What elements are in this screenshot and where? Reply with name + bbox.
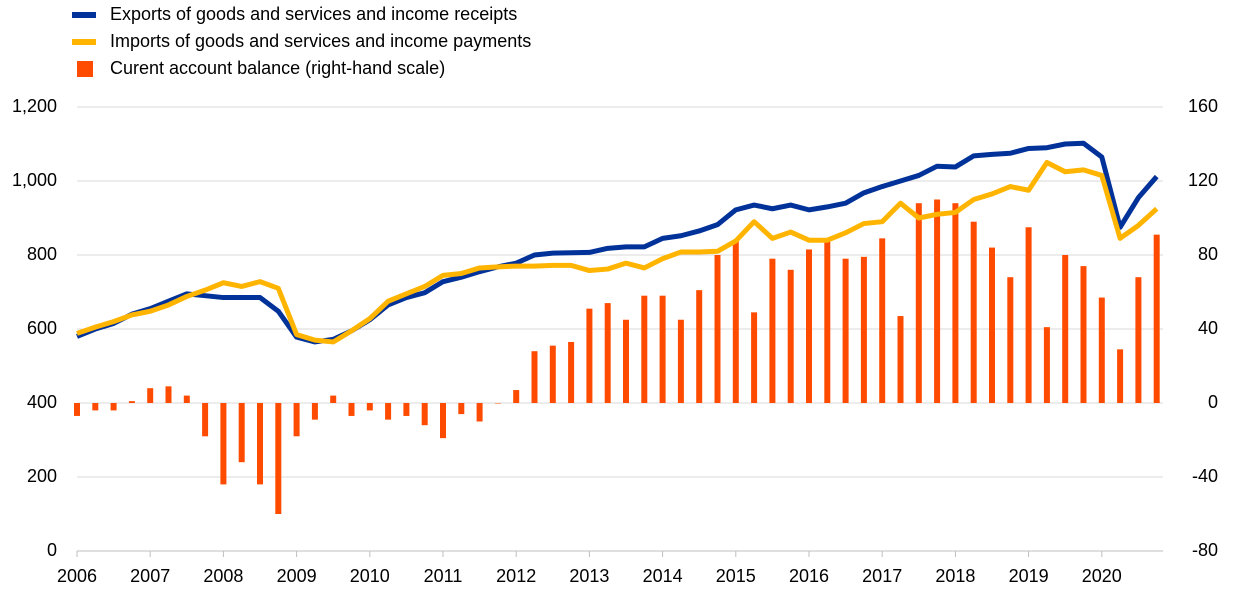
x-tick-label: 2007 bbox=[130, 566, 170, 586]
x-tick-label: 2015 bbox=[716, 566, 756, 586]
bar bbox=[934, 199, 941, 403]
y-tick-label: 0 bbox=[47, 540, 57, 560]
bar bbox=[275, 403, 282, 514]
bar bbox=[989, 247, 995, 403]
y-tick-label: 200 bbox=[27, 466, 57, 486]
bar bbox=[586, 308, 593, 403]
bar bbox=[476, 403, 483, 422]
bar bbox=[421, 403, 428, 426]
bar bbox=[732, 240, 739, 403]
x-tick-label: 2014 bbox=[643, 566, 683, 586]
legend-swatch bbox=[77, 61, 93, 77]
bar bbox=[915, 203, 922, 403]
x-tick-label: 2020 bbox=[1082, 566, 1122, 586]
x-tick-label: 2011 bbox=[424, 566, 463, 586]
bar bbox=[641, 295, 648, 403]
x-tick-label: 2017 bbox=[862, 566, 902, 586]
legend-label: Imports of goods and services and income… bbox=[110, 31, 531, 51]
line bbox=[76, 160, 1159, 345]
bar bbox=[1080, 266, 1087, 403]
bar bbox=[623, 319, 629, 403]
y2-tick-label: 0 bbox=[1208, 392, 1218, 412]
bar bbox=[1117, 349, 1124, 403]
y-tick-label: 400 bbox=[27, 392, 57, 412]
bar bbox=[970, 221, 977, 403]
bar bbox=[165, 386, 172, 403]
x-tick-label: 2012 bbox=[496, 566, 536, 586]
y-tick-label: 800 bbox=[27, 244, 57, 264]
y-tick-label: 1,000 bbox=[12, 170, 57, 190]
bar bbox=[842, 258, 849, 403]
bar bbox=[824, 240, 831, 403]
y-tick-label: 600 bbox=[27, 318, 57, 338]
bar bbox=[696, 290, 703, 403]
y-tick-label: 1,200 bbox=[12, 96, 57, 116]
bar bbox=[458, 403, 465, 415]
bar bbox=[238, 403, 245, 463]
bar bbox=[348, 403, 355, 416]
legend-label: Exports of goods and services and income… bbox=[110, 4, 517, 24]
x-tick-label: 2019 bbox=[1009, 566, 1049, 586]
bar bbox=[1043, 327, 1050, 403]
bar bbox=[202, 403, 209, 437]
bar bbox=[1098, 297, 1105, 403]
x-tick-label: 2008 bbox=[203, 566, 243, 586]
bar bbox=[257, 403, 263, 485]
bar bbox=[220, 403, 227, 485]
bar bbox=[110, 403, 117, 411]
bar bbox=[531, 351, 538, 403]
bar bbox=[604, 303, 611, 403]
bar bbox=[879, 238, 886, 403]
x-tick-label: 2016 bbox=[789, 566, 829, 586]
bar bbox=[787, 269, 794, 403]
bar bbox=[147, 388, 154, 403]
bar bbox=[659, 295, 666, 403]
bar bbox=[403, 403, 410, 416]
bar bbox=[568, 341, 575, 403]
bar bbox=[1062, 255, 1069, 403]
y2-tick-label: -40 bbox=[1192, 466, 1218, 486]
bar bbox=[128, 401, 135, 403]
bar bbox=[1153, 234, 1160, 403]
bar bbox=[385, 403, 392, 420]
line bbox=[76, 140, 1159, 345]
x-tick-label: 2013 bbox=[569, 566, 609, 586]
bar bbox=[860, 256, 867, 403]
bar bbox=[769, 258, 776, 403]
bar bbox=[751, 312, 758, 403]
y2-tick-label: -80 bbox=[1192, 540, 1218, 560]
y2-tick-label: 40 bbox=[1198, 318, 1218, 338]
y2-tick-label: 120 bbox=[1188, 170, 1218, 190]
x-tick-label: 2010 bbox=[350, 566, 390, 586]
bar bbox=[74, 403, 80, 416]
bar bbox=[440, 403, 446, 439]
bar bbox=[952, 203, 959, 403]
bar bbox=[549, 345, 556, 403]
y2-tick-label: 80 bbox=[1198, 244, 1218, 264]
bar bbox=[293, 403, 300, 437]
legend-label: Curent account balance (right-hand scale… bbox=[110, 58, 445, 78]
bar bbox=[494, 403, 501, 404]
bar bbox=[677, 319, 684, 403]
bar bbox=[806, 249, 812, 403]
x-tick-label: 2009 bbox=[277, 566, 317, 586]
bar bbox=[714, 255, 721, 403]
bar bbox=[183, 395, 190, 403]
bar bbox=[513, 390, 520, 403]
bar bbox=[1025, 227, 1032, 403]
bar bbox=[92, 403, 99, 411]
bar bbox=[1007, 277, 1014, 403]
x-tick-label: 2018 bbox=[935, 566, 975, 586]
bar bbox=[330, 395, 337, 403]
bar bbox=[897, 316, 904, 403]
bar bbox=[1135, 277, 1142, 403]
bar bbox=[366, 403, 373, 411]
bar bbox=[311, 403, 318, 420]
y2-tick-label: 160 bbox=[1188, 96, 1218, 116]
x-tick-label: 2006 bbox=[57, 566, 97, 586]
